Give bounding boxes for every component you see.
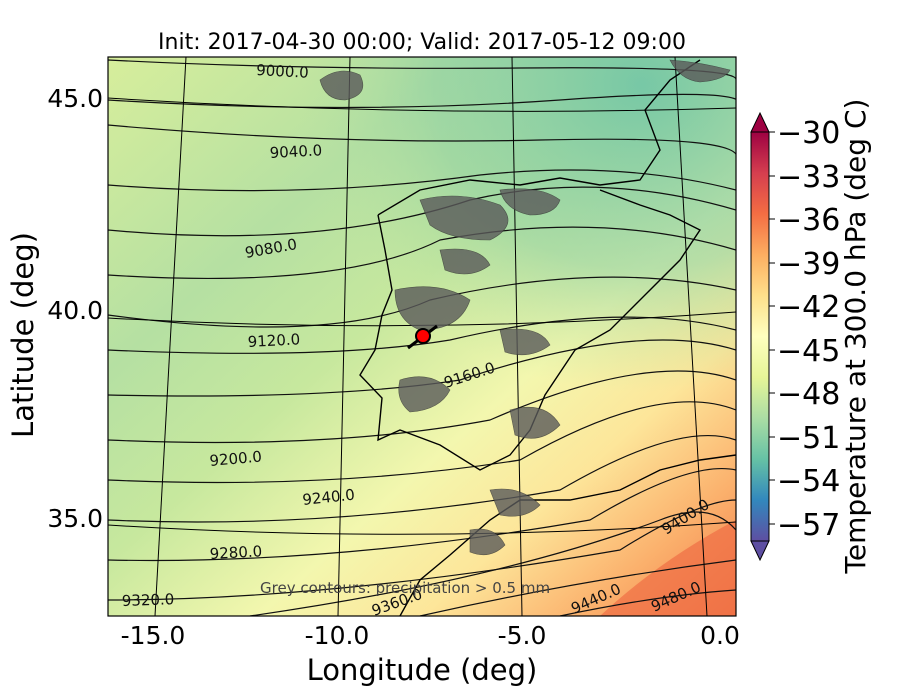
colorbar: −30 −33 −36 −39 −42 −45 −48 −51 −54 −57 … [750, 99, 872, 575]
contour-label-9040: 9040.0 [269, 141, 322, 162]
y-tick-label: 40.0 [47, 296, 103, 325]
contour-label-9240: 9240.0 [302, 486, 356, 509]
precipitation-note: Grey contours: precipitation > 0.5 mm [260, 579, 550, 597]
colorbar-max-extension [750, 111, 770, 133]
colorbar-tick-label: −45 [777, 334, 840, 369]
x-tick-label: 0.0 [700, 621, 740, 650]
x-axis: -15.0 -10.0 -5.0 0.0 Longitude (deg) [121, 621, 740, 687]
contour-label-9280: 9280.0 [209, 542, 262, 563]
contour-label-9320: 9320.0 [122, 590, 175, 610]
colorbar-bar [750, 131, 770, 542]
contour-label-9000: 9000.0 [256, 61, 309, 82]
coastline [359, 59, 736, 616]
contour-label-9120: 9120.0 [247, 330, 300, 351]
precipitation-contours [319, 59, 731, 556]
plot-title: Init: 2017-04-30 00:00; Valid: 2017-05-1… [158, 30, 686, 55]
x-tick-label: -10.0 [305, 621, 370, 650]
x-axis-label: Longitude (deg) [307, 653, 538, 687]
contour-label-9200: 9200.0 [209, 447, 263, 470]
plot-frame [107, 56, 737, 617]
x-tick-label: -15.0 [121, 621, 186, 650]
colorbar-tick-labels: −30 −33 −36 −39 −42 −45 −48 −51 −54 −57 [777, 116, 840, 543]
location-marker [415, 328, 431, 344]
colorbar-tick-label: −36 [777, 203, 840, 238]
y-tick-label: 35.0 [47, 504, 103, 533]
colorbar-tick-label: −48 [777, 377, 840, 412]
map-area: 9000.0 9040.0 9080.0 9120.0 9160.0 9200.… [108, 57, 736, 616]
y-tick-label: 45.0 [47, 84, 103, 113]
y-axis: 45.0 40.0 35.0 Latitude (deg) [6, 84, 103, 533]
colorbar-tick-label: −42 [777, 290, 840, 325]
colorbar-tick-label: −33 [777, 160, 840, 195]
x-tick-label: -5.0 [498, 621, 547, 650]
warm-region-shading [600, 520, 736, 616]
colorbar-tick-label: −57 [777, 508, 840, 543]
colorbar-tick-label: −54 [777, 464, 840, 499]
colorbar-tick-label: −51 [777, 421, 840, 456]
colorbar-tick-label: −30 [777, 116, 840, 151]
colorbar-ticks [769, 131, 775, 525]
colorbar-min-extension [750, 540, 770, 562]
colorbar-label: Temperature at 300.0 hPa (deg C) [839, 99, 872, 575]
colorbar-tick-label: −39 [777, 247, 840, 282]
y-axis-label: Latitude (deg) [6, 232, 40, 438]
